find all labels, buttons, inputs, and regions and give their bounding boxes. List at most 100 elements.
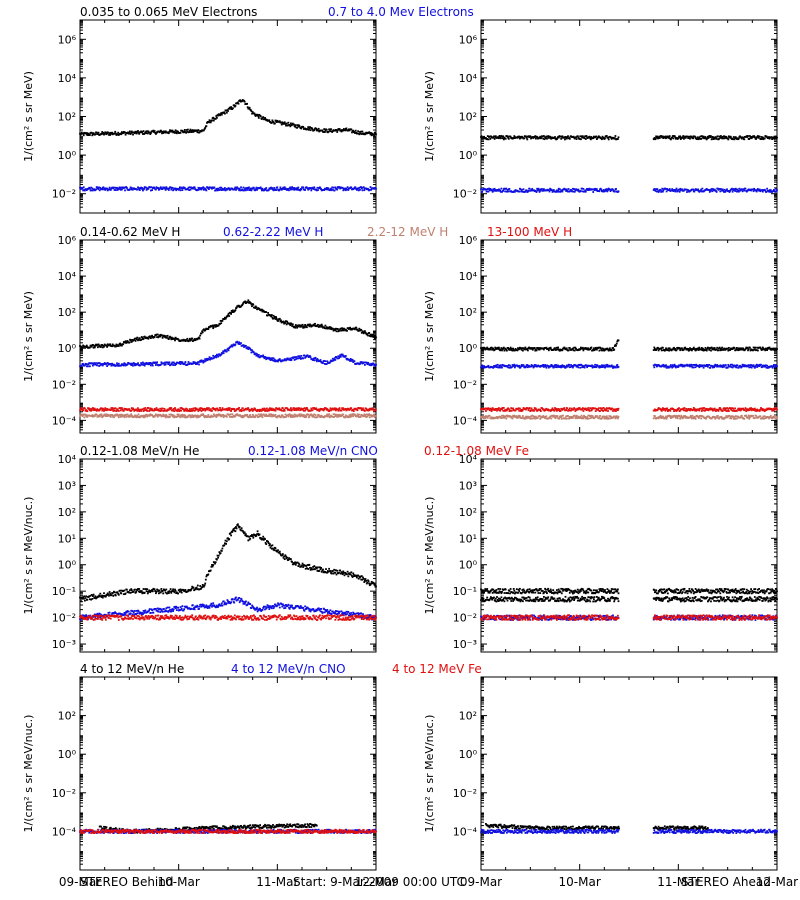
- data-point: [368, 416, 371, 419]
- data-point: [147, 187, 150, 190]
- data-point: [188, 130, 191, 132]
- data-point: [272, 413, 274, 416]
- data-point: [90, 409, 93, 411]
- data-point: [206, 357, 208, 360]
- data-point: [122, 409, 125, 412]
- data-point: [587, 188, 590, 190]
- data-point: [156, 336, 158, 338]
- data-point: [325, 415, 327, 418]
- data-point: [309, 356, 312, 359]
- data-point: [99, 186, 102, 189]
- data-point: [122, 363, 125, 366]
- data-point: [708, 191, 711, 193]
- data-point: [297, 325, 300, 328]
- data-point: [158, 188, 161, 191]
- data-point: [241, 407, 244, 410]
- data-point: [121, 188, 123, 191]
- data-point: [660, 190, 663, 192]
- data-point: [545, 135, 548, 138]
- data-point: [333, 413, 336, 416]
- data-point: [296, 357, 299, 360]
- data-point: [606, 347, 609, 350]
- data-point: [228, 414, 231, 416]
- data-point: [224, 317, 227, 320]
- data-point: [136, 363, 139, 365]
- data-point: [295, 187, 298, 190]
- data-point: [163, 335, 166, 337]
- data-point: [524, 346, 527, 349]
- data-point: [307, 324, 310, 326]
- data-point: [761, 190, 764, 193]
- data-point: [187, 128, 189, 131]
- data-point: [306, 408, 309, 411]
- data-point: [169, 407, 171, 409]
- data-point: [348, 128, 350, 131]
- data-point: [238, 305, 240, 307]
- data-point: [368, 413, 371, 416]
- data-point: [211, 119, 213, 122]
- data-point: [161, 132, 163, 135]
- data-point: [746, 136, 749, 138]
- data-point: [195, 408, 197, 411]
- data-point: [367, 408, 369, 411]
- data-point: [146, 410, 149, 412]
- data-point: [367, 414, 370, 417]
- data-point: [613, 345, 616, 347]
- data-point: [219, 408, 222, 411]
- data-point: [154, 409, 157, 411]
- data-point: [662, 190, 664, 193]
- data-point: [125, 415, 128, 418]
- data-point: [143, 414, 145, 417]
- data-point: [371, 333, 374, 336]
- data-point: [522, 190, 524, 193]
- data-point: [238, 187, 241, 190]
- data-point: [145, 413, 148, 416]
- data-point: [312, 415, 315, 418]
- data-point: [327, 187, 330, 190]
- data-point: [137, 413, 140, 416]
- data-point: [290, 188, 292, 191]
- data-point: [265, 413, 268, 416]
- data-point: [316, 358, 319, 360]
- data-point: [323, 363, 326, 365]
- data-point: [271, 415, 274, 417]
- data-point: [508, 188, 511, 190]
- data-point: [101, 132, 104, 135]
- data-point: [360, 361, 363, 363]
- data-point: [568, 347, 571, 349]
- data-point: [338, 329, 341, 332]
- data-point: [554, 136, 556, 138]
- data-point: [129, 133, 132, 135]
- data-point: [692, 347, 694, 350]
- data-point: [358, 327, 361, 330]
- data-point: [263, 118, 266, 121]
- data-point: [290, 187, 293, 190]
- data-point: [214, 409, 217, 412]
- data-point: [181, 129, 184, 132]
- data-point: [153, 408, 156, 410]
- data-point: [575, 138, 578, 140]
- data-point: [227, 349, 230, 352]
- data-point: [330, 128, 332, 130]
- data-point: [217, 187, 219, 190]
- data-point: [95, 362, 97, 364]
- data-point: [349, 408, 351, 410]
- data-point: [481, 191, 484, 193]
- data-point: [615, 188, 617, 190]
- data-point: [142, 338, 145, 340]
- data-point: [537, 187, 540, 190]
- data-point: [126, 187, 128, 189]
- data-point: [241, 415, 244, 417]
- data-point: [349, 326, 351, 329]
- data-point: [286, 189, 289, 191]
- data-point: [487, 348, 490, 351]
- data-point: [159, 186, 162, 189]
- data-point: [130, 188, 133, 191]
- data-point: [518, 190, 521, 193]
- data-point: [109, 134, 112, 136]
- data-point: [198, 360, 201, 363]
- data-point: [126, 409, 129, 411]
- data-point: [615, 344, 617, 347]
- data-point: [155, 186, 158, 189]
